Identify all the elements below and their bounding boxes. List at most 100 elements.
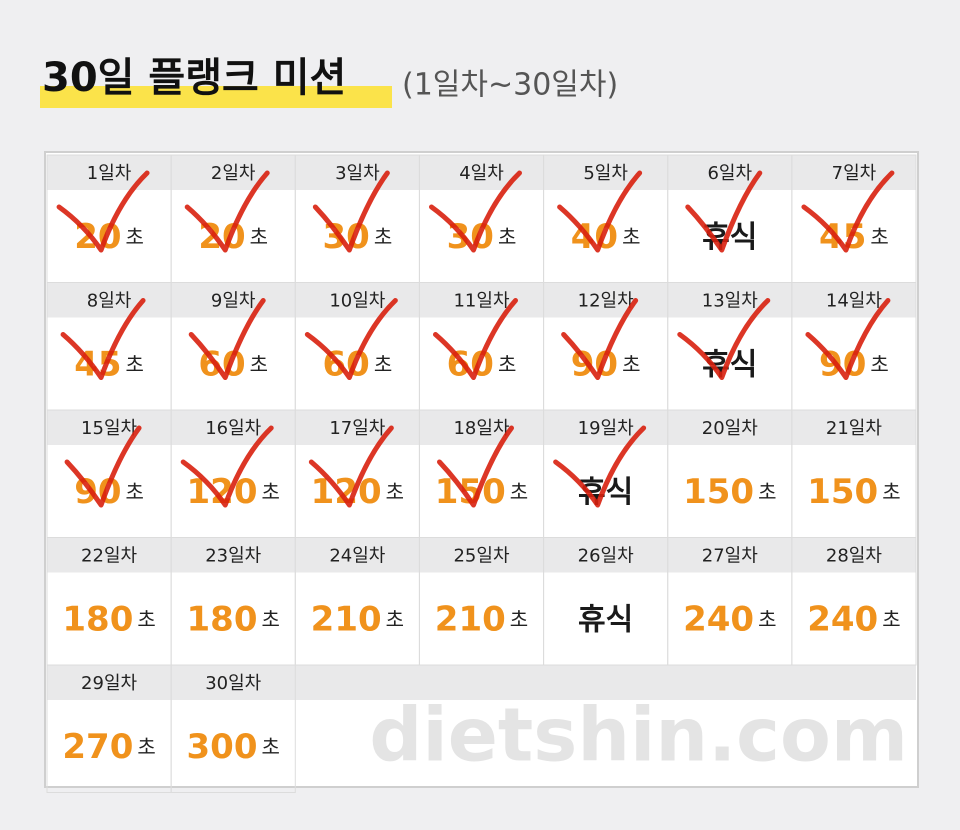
check-mark xyxy=(801,170,895,253)
check-mark xyxy=(180,425,274,508)
day-label: 25일차 xyxy=(453,546,509,567)
day-band xyxy=(47,155,916,190)
day-label: 27일차 xyxy=(702,546,758,567)
day-label: 5일차 xyxy=(583,163,628,184)
day-label: 3일차 xyxy=(335,163,380,184)
day-label: 7일차 xyxy=(832,163,877,184)
amount-number: 150 xyxy=(435,472,506,512)
amount-number: 150 xyxy=(807,472,878,512)
amount-number: 210 xyxy=(311,599,382,639)
day-cell xyxy=(791,537,917,666)
day-label: 22일차 xyxy=(81,546,137,567)
amount-unit: 초 xyxy=(250,352,268,376)
day-label: 2일차 xyxy=(211,163,256,184)
day-label: 29일차 xyxy=(81,673,137,694)
amount-unit: 초 xyxy=(137,607,155,631)
amount-unit: 초 xyxy=(262,735,280,759)
check-mark xyxy=(64,425,142,508)
day-label: 26일차 xyxy=(578,546,634,567)
check-mark xyxy=(561,298,639,380)
day-label: 10일차 xyxy=(329,291,385,312)
day-band xyxy=(47,410,916,445)
amount: 300 초 xyxy=(187,727,280,767)
amount: 240 초 xyxy=(683,599,776,639)
amount: 120 초 xyxy=(187,472,280,512)
day-label: 14일차 xyxy=(826,291,882,312)
check-mark xyxy=(60,298,146,380)
amount-unit: 초 xyxy=(262,480,280,504)
amount-number: 180 xyxy=(62,599,133,639)
amount: 150 초 xyxy=(807,472,900,512)
day-label: 24일차 xyxy=(329,546,385,567)
amount-number: 180 xyxy=(187,599,258,639)
amount: 45 초 xyxy=(819,217,889,257)
amount-unit: 초 xyxy=(882,607,900,631)
amount-number: 300 xyxy=(187,727,258,767)
title: 30일 플랭크 미션 xyxy=(42,55,346,101)
day-band xyxy=(47,282,916,318)
day-label: 6일차 xyxy=(707,163,752,184)
amount-number: 120 xyxy=(311,472,382,512)
check-mark xyxy=(437,425,514,508)
amount: 30 초 xyxy=(447,217,517,257)
amount-unit: 초 xyxy=(386,480,404,504)
amount-unit: 초 xyxy=(374,352,392,376)
amount-unit: 초 xyxy=(250,225,268,249)
day-label: 18일차 xyxy=(453,418,509,439)
amount: 240 초 xyxy=(807,599,900,639)
check-mark xyxy=(312,170,390,253)
amount: 150 초 xyxy=(435,472,528,512)
check-mark xyxy=(805,298,891,380)
day-label: 28일차 xyxy=(826,546,882,567)
amount-unit: 초 xyxy=(510,480,528,504)
amount-unit: 초 xyxy=(386,607,404,631)
amount-unit: 초 xyxy=(870,352,888,376)
day-label: 21일차 xyxy=(826,418,882,439)
day-label: 17일차 xyxy=(329,418,385,439)
amount-unit: 초 xyxy=(758,480,776,504)
amount-unit: 초 xyxy=(374,225,392,249)
check-mark xyxy=(557,170,643,253)
day-cell xyxy=(170,664,296,793)
title-highlight xyxy=(40,86,392,108)
amount-number: 270 xyxy=(62,727,133,767)
amount-number: 240 xyxy=(807,599,878,639)
day-label: 12일차 xyxy=(578,291,634,312)
amount-number: 210 xyxy=(435,599,506,639)
amount-number: 120 xyxy=(187,472,258,512)
day-label: 15일차 xyxy=(81,418,137,439)
amount: 180 초 xyxy=(62,599,155,639)
check-mark xyxy=(429,170,522,253)
check-mark xyxy=(308,425,394,508)
day-label: 11일차 xyxy=(453,291,509,312)
check-mark xyxy=(184,170,270,253)
amount: 210 초 xyxy=(311,599,404,639)
amount-unit: 초 xyxy=(137,735,155,759)
day-label: 9일차 xyxy=(211,291,256,312)
amount: 270 초 xyxy=(62,727,155,767)
check-mark xyxy=(433,298,518,380)
rest-label: 휴식 xyxy=(578,602,633,637)
day-band xyxy=(47,537,916,573)
amount: 120 초 xyxy=(311,472,404,512)
day-label: 8일차 xyxy=(87,291,132,312)
amount-number: 240 xyxy=(683,599,754,639)
day-label: 13일차 xyxy=(702,291,758,312)
amount-unit: 초 xyxy=(622,225,640,249)
amount-unit: 초 xyxy=(510,607,528,631)
amount-unit: 초 xyxy=(870,225,888,249)
check-mark xyxy=(188,298,266,380)
amount-unit: 초 xyxy=(622,352,640,376)
amount-unit: 초 xyxy=(126,352,144,376)
amount-unit: 초 xyxy=(126,225,144,249)
day-label: 20일차 xyxy=(702,418,758,439)
day-label: 16일차 xyxy=(205,418,261,439)
amount: 210 초 xyxy=(435,599,528,639)
amount: 휴식 xyxy=(578,602,633,637)
amount-number: 150 xyxy=(683,472,754,512)
check-mark xyxy=(304,298,398,380)
amount: 150 초 xyxy=(683,472,776,512)
watermark: dietshin.com xyxy=(369,693,908,779)
check-mark xyxy=(677,298,771,380)
